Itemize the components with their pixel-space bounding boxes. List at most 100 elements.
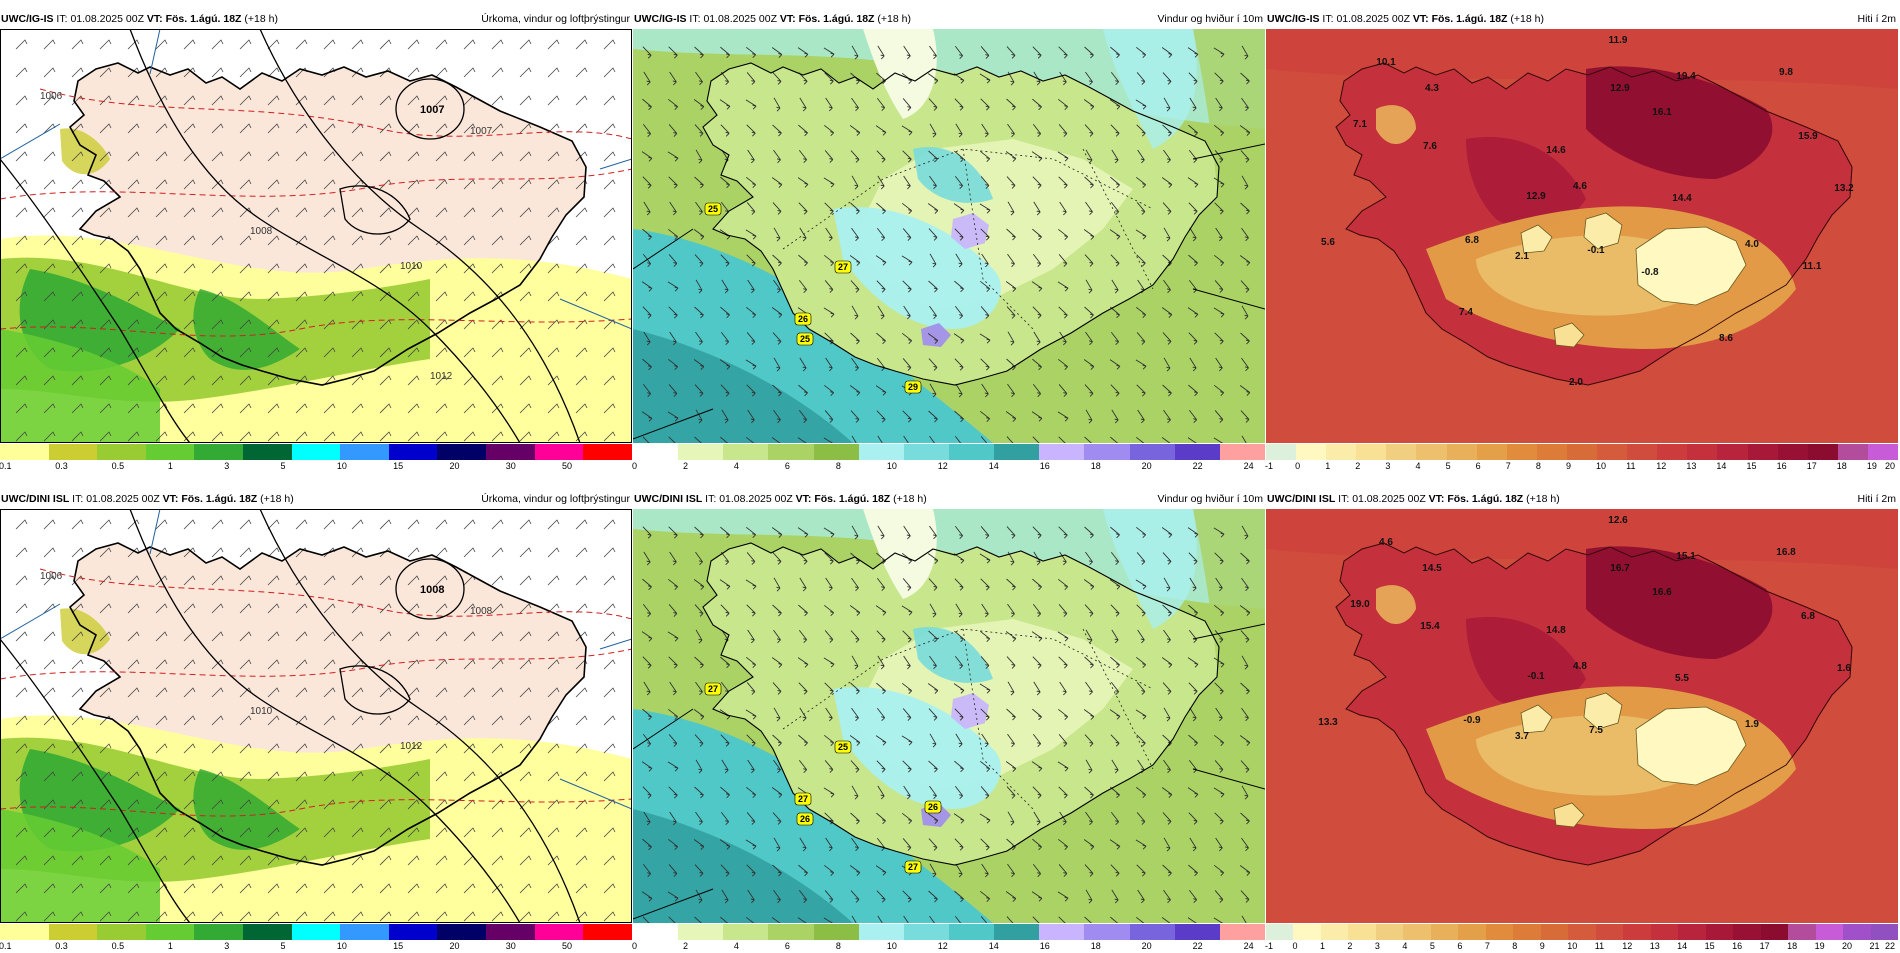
glacier [1583,692,1623,730]
scale-tick-label: 12 [937,461,948,471]
color-swatch [813,924,859,940]
panel-run-info: UWC/DINI ISL IT: 01.08.2025 00Z VT: Fös.… [1267,490,1560,508]
temperature-label: 15.9 [1798,131,1818,142]
temperature-label: 12.6 [1608,515,1628,526]
scale-tick-label: 0.3 [55,941,68,951]
scale-tick-label: 10 [886,941,897,951]
scale-tick-label: 22 [1885,941,1896,951]
panel-title: Vindur og hviður í 10m [1157,13,1263,25]
temperature-label: 7.1 [1353,119,1367,130]
gust-label-box [834,740,852,754]
it-label: IT: [705,493,720,505]
scale-tick-label: 8 [835,941,841,951]
wind-area [1193,29,1265,443]
color-swatch [1446,444,1477,460]
color-swatch [1657,444,1688,460]
scale-tick-label: 10 [336,941,347,951]
panel-header: UWC/DINI ISL IT: 01.08.2025 00Z VT: Fös.… [1266,490,1898,508]
color-swatch [994,444,1040,460]
scale-tick-label: 20 [1842,941,1853,951]
gust-label-box [834,260,852,274]
isobar-label: 1012 [400,741,423,752]
temperature-label: 7.5 [1589,725,1603,736]
color-swatch [1129,444,1175,460]
scale-tick-label: 5 [1445,461,1451,471]
forecast-panel: UWC/IG-IS IT: 01.08.2025 00Z VT: Fös. 1.… [0,10,632,473]
wind-arrows [641,45,1251,443]
wind-area [833,207,1001,329]
color-swatch [48,924,98,940]
color-swatch [1623,924,1651,940]
temperature-label: 15.1 [1676,551,1696,562]
color-swatch [1326,444,1357,460]
vt-label: VT: [146,13,166,25]
temperature-label: 14.6 [1546,145,1566,156]
scale-tick-label: 2 [682,941,688,951]
model-name: UWC/IG-IS [1267,13,1320,25]
gust-area [921,323,951,347]
temperature-label: 6.8 [1801,611,1815,622]
color-swatch [194,444,244,460]
panel-header: UWC/IG-IS IT: 01.08.2025 00Z VT: Fös. 1.… [1266,10,1898,28]
wind-area [1193,509,1265,923]
scale-tick-label: 3 [224,461,230,471]
color-swatch [145,924,195,940]
scale-tick-label: -1 [1265,941,1274,951]
gust-label: 26 [928,802,938,812]
scale-tick-label: 9 [1565,461,1571,471]
color-swatch [1386,444,1417,460]
color-scale-ticks: -1 0 1 2 3 4 5 6 7 8 9 10 11 12 13 14 15 16 17 18 19 20 21 22 [1265,941,1898,953]
scale-tick-label: 12 [1656,461,1667,471]
scale-tick-label: 12 [937,941,948,951]
color-swatch [1747,444,1778,460]
temperature-label: 6.8 [1465,235,1479,246]
scale-tick-label: 5 [1429,941,1435,951]
color-swatch [994,924,1040,940]
scale-tick-label: 0 [1292,941,1298,951]
scale-tick-label: 18 [1090,941,1101,951]
color-swatch [243,924,292,940]
color-swatch [534,924,584,940]
color-swatch [1595,924,1624,940]
vt-value: Fös. 1.ágú. 18Z [1431,13,1511,25]
scale-tick-label: 14 [1677,941,1688,951]
temperature-label: 11.9 [1609,35,1628,46]
scale-tick-label: 6 [1457,941,1463,951]
scale-tick-label: 15 [1704,941,1715,951]
color-swatch [1867,444,1898,460]
color-swatch [1219,444,1265,460]
scale-tick-label: 3 [224,941,230,951]
scale-tick-label: 1 [1319,941,1325,951]
forecast-panel: UWC/IG-IS IT: 01.08.2025 00Z VT: Fös. 1.… [632,10,1265,473]
color-swatch [1084,444,1130,460]
color-swatch [768,444,814,460]
forecast-map: 12.6 4.6 15.1 16.8 14.5 16.7 19.0 16.6 15.4 14.8 6… [1266,509,1898,923]
scale-tick-label: 0 [1295,461,1301,471]
color-swatch [1568,924,1596,940]
gust-label: 25 [838,742,848,752]
color-swatch [486,924,535,940]
color-swatch [194,924,244,940]
wind-barbs [15,519,616,922]
lead-time: (+18 h) [1526,493,1560,505]
gust-label-box [794,792,812,806]
scale-tick-label: 5 [280,461,286,471]
temp-area [1376,105,1416,144]
color-swatch [1084,924,1130,940]
panel-run-info: UWC/DINI ISL IT: 01.08.2025 00Z VT: Fös.… [1,490,294,508]
scale-tick-label: 10 [1596,461,1607,471]
temperature-label: 7.6 [1423,141,1437,152]
color-swatch [1174,444,1220,460]
color-swatch [437,444,487,460]
isobar-label: 1008 [250,226,273,237]
color-swatch [948,444,995,460]
gust-label-box [904,380,922,394]
scale-tick-label: 10 [886,461,897,471]
panel-title: Hiti í 2m [1857,493,1896,505]
gust-label: 27 [798,794,808,804]
panel-title: Hiti í 2m [1857,13,1896,25]
pressure-center-label: 1007 [420,104,444,116]
coastline [702,62,1220,386]
panel-run-info: UWC/IG-IS IT: 01.08.2025 00Z VT: Fös. 1.… [1267,10,1544,28]
lead-time: (+18 h) [260,493,294,505]
